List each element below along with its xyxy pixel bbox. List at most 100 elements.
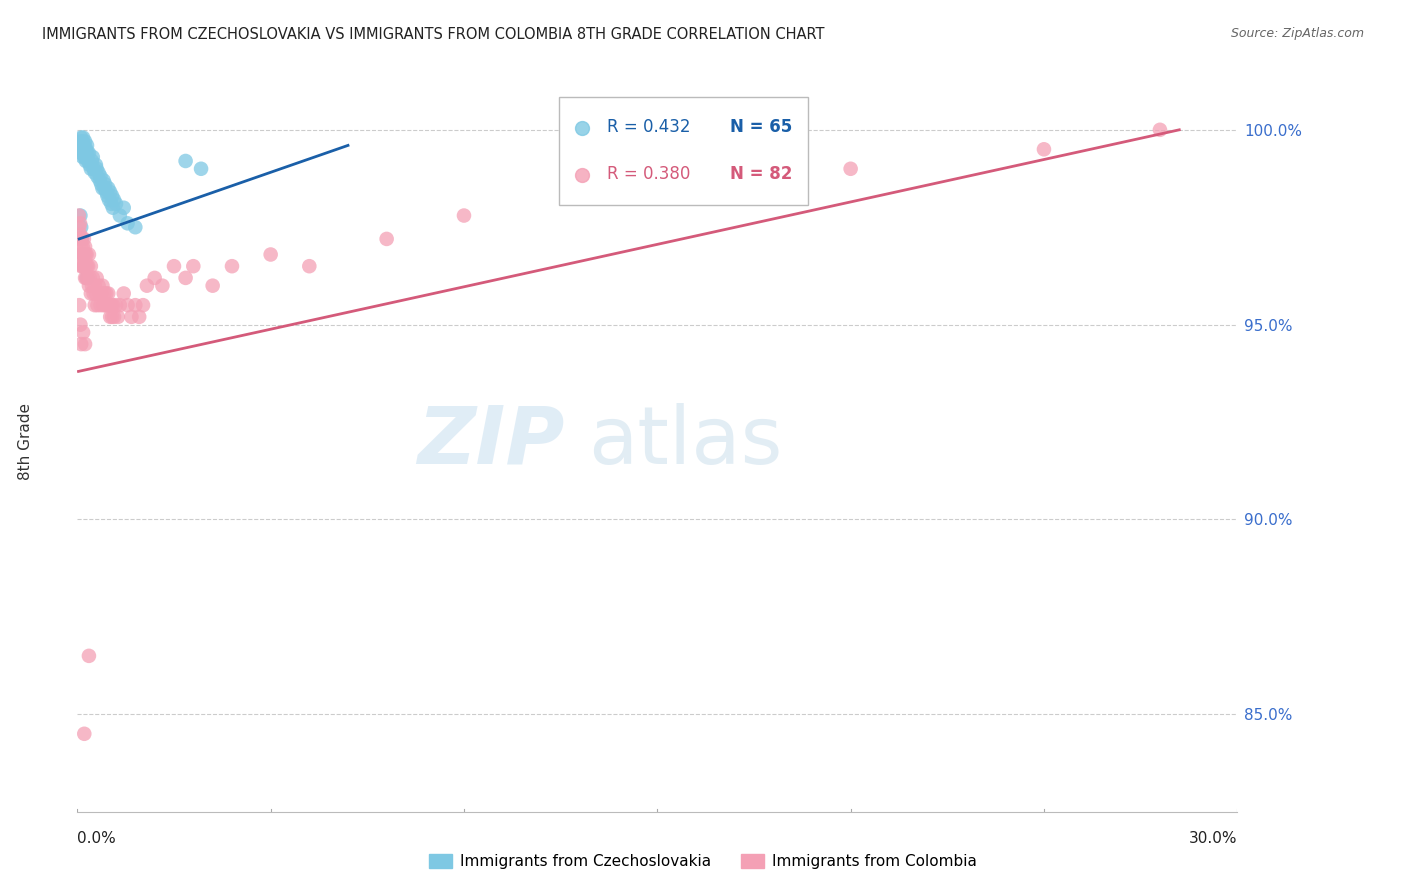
Point: [98, 185, 121, 199]
Point: [839, 161, 862, 176]
Point: [73, 150, 96, 164]
Point: [76, 138, 98, 153]
Point: [79, 158, 101, 172]
Point: [67, 142, 90, 156]
Text: 30.0%: 30.0%: [1189, 831, 1237, 847]
Point: [70, 232, 93, 246]
Point: [120, 310, 143, 324]
Point: [77, 278, 100, 293]
Point: [90, 286, 112, 301]
Point: [80, 153, 103, 168]
Point: [72, 150, 94, 164]
Point: [70, 232, 93, 246]
Point: [76, 247, 98, 261]
Point: [72, 259, 94, 273]
Point: [80, 161, 103, 176]
Text: IMMIGRANTS FROM CZECHOSLOVAKIA VS IMMIGRANTS FROM COLOMBIA 8TH GRADE CORRELATION: IMMIGRANTS FROM CZECHOSLOVAKIA VS IMMIGR…: [42, 27, 825, 42]
Point: [87, 166, 110, 180]
Point: [112, 286, 135, 301]
Point: [80, 286, 103, 301]
Point: [70, 130, 93, 145]
Point: [75, 337, 96, 351]
Point: [221, 259, 243, 273]
Point: [76, 259, 98, 273]
Point: [101, 298, 124, 312]
Point: [117, 298, 139, 312]
Point: [103, 310, 125, 324]
Legend: Immigrants from Czechoslovakia, Immigrants from Colombia: Immigrants from Czechoslovakia, Immigran…: [423, 848, 983, 875]
Text: 0.0%: 0.0%: [77, 831, 117, 847]
Point: [135, 278, 157, 293]
Point: [90, 169, 111, 184]
Point: [69, 135, 91, 149]
Point: [83, 278, 105, 293]
Point: [70, 142, 93, 156]
Point: [90, 178, 112, 192]
Text: R = 0.380: R = 0.380: [607, 164, 690, 183]
Point: [70, 337, 93, 351]
Text: 8th Grade: 8th Grade: [18, 403, 32, 480]
Point: [86, 298, 108, 312]
Point: [72, 135, 94, 149]
Point: [96, 189, 118, 203]
Point: [70, 247, 93, 261]
Point: [67, 298, 90, 312]
Point: [86, 161, 108, 176]
Point: [174, 271, 197, 285]
Point: [100, 298, 122, 312]
Point: [93, 298, 115, 312]
Point: [83, 161, 105, 176]
Point: [190, 161, 212, 176]
Point: [375, 232, 398, 246]
Point: [98, 310, 121, 324]
Text: N = 65: N = 65: [730, 118, 793, 136]
Point: [76, 271, 98, 285]
Point: [94, 178, 117, 192]
Point: [108, 298, 131, 312]
Point: [75, 146, 97, 161]
Text: N = 82: N = 82: [730, 164, 793, 183]
Point: [77, 247, 100, 261]
Point: [94, 298, 117, 312]
Point: [152, 278, 174, 293]
Point: [69, 227, 91, 242]
Point: [82, 150, 104, 164]
Point: [80, 278, 103, 293]
Point: [76, 150, 98, 164]
Point: [105, 298, 127, 312]
Point: [79, 271, 101, 285]
Point: [72, 247, 94, 261]
Point: [73, 727, 96, 741]
Point: [73, 259, 96, 273]
Point: [83, 166, 105, 180]
Text: atlas: atlas: [588, 402, 782, 481]
Point: [77, 153, 100, 168]
FancyBboxPatch shape: [558, 97, 808, 204]
Point: [69, 142, 91, 156]
Text: R = 0.432: R = 0.432: [607, 118, 690, 136]
Point: [97, 181, 120, 195]
Point: [453, 209, 475, 223]
Point: [80, 259, 103, 273]
Point: [98, 193, 121, 207]
Point: [72, 259, 94, 273]
Point: [101, 310, 124, 324]
Point: [75, 142, 97, 156]
Point: [117, 216, 139, 230]
Point: [76, 271, 98, 285]
Point: [89, 173, 111, 187]
Point: [75, 153, 97, 168]
Point: [73, 146, 96, 161]
Point: [75, 271, 96, 285]
Point: [72, 138, 94, 153]
Point: [108, 209, 131, 223]
Point: [132, 298, 155, 312]
Point: [77, 648, 100, 663]
Point: [69, 247, 91, 261]
Point: [96, 298, 118, 312]
Point: [72, 240, 94, 254]
Point: [73, 138, 96, 153]
Point: [86, 271, 108, 285]
Point: [72, 130, 94, 145]
Point: [72, 326, 94, 340]
